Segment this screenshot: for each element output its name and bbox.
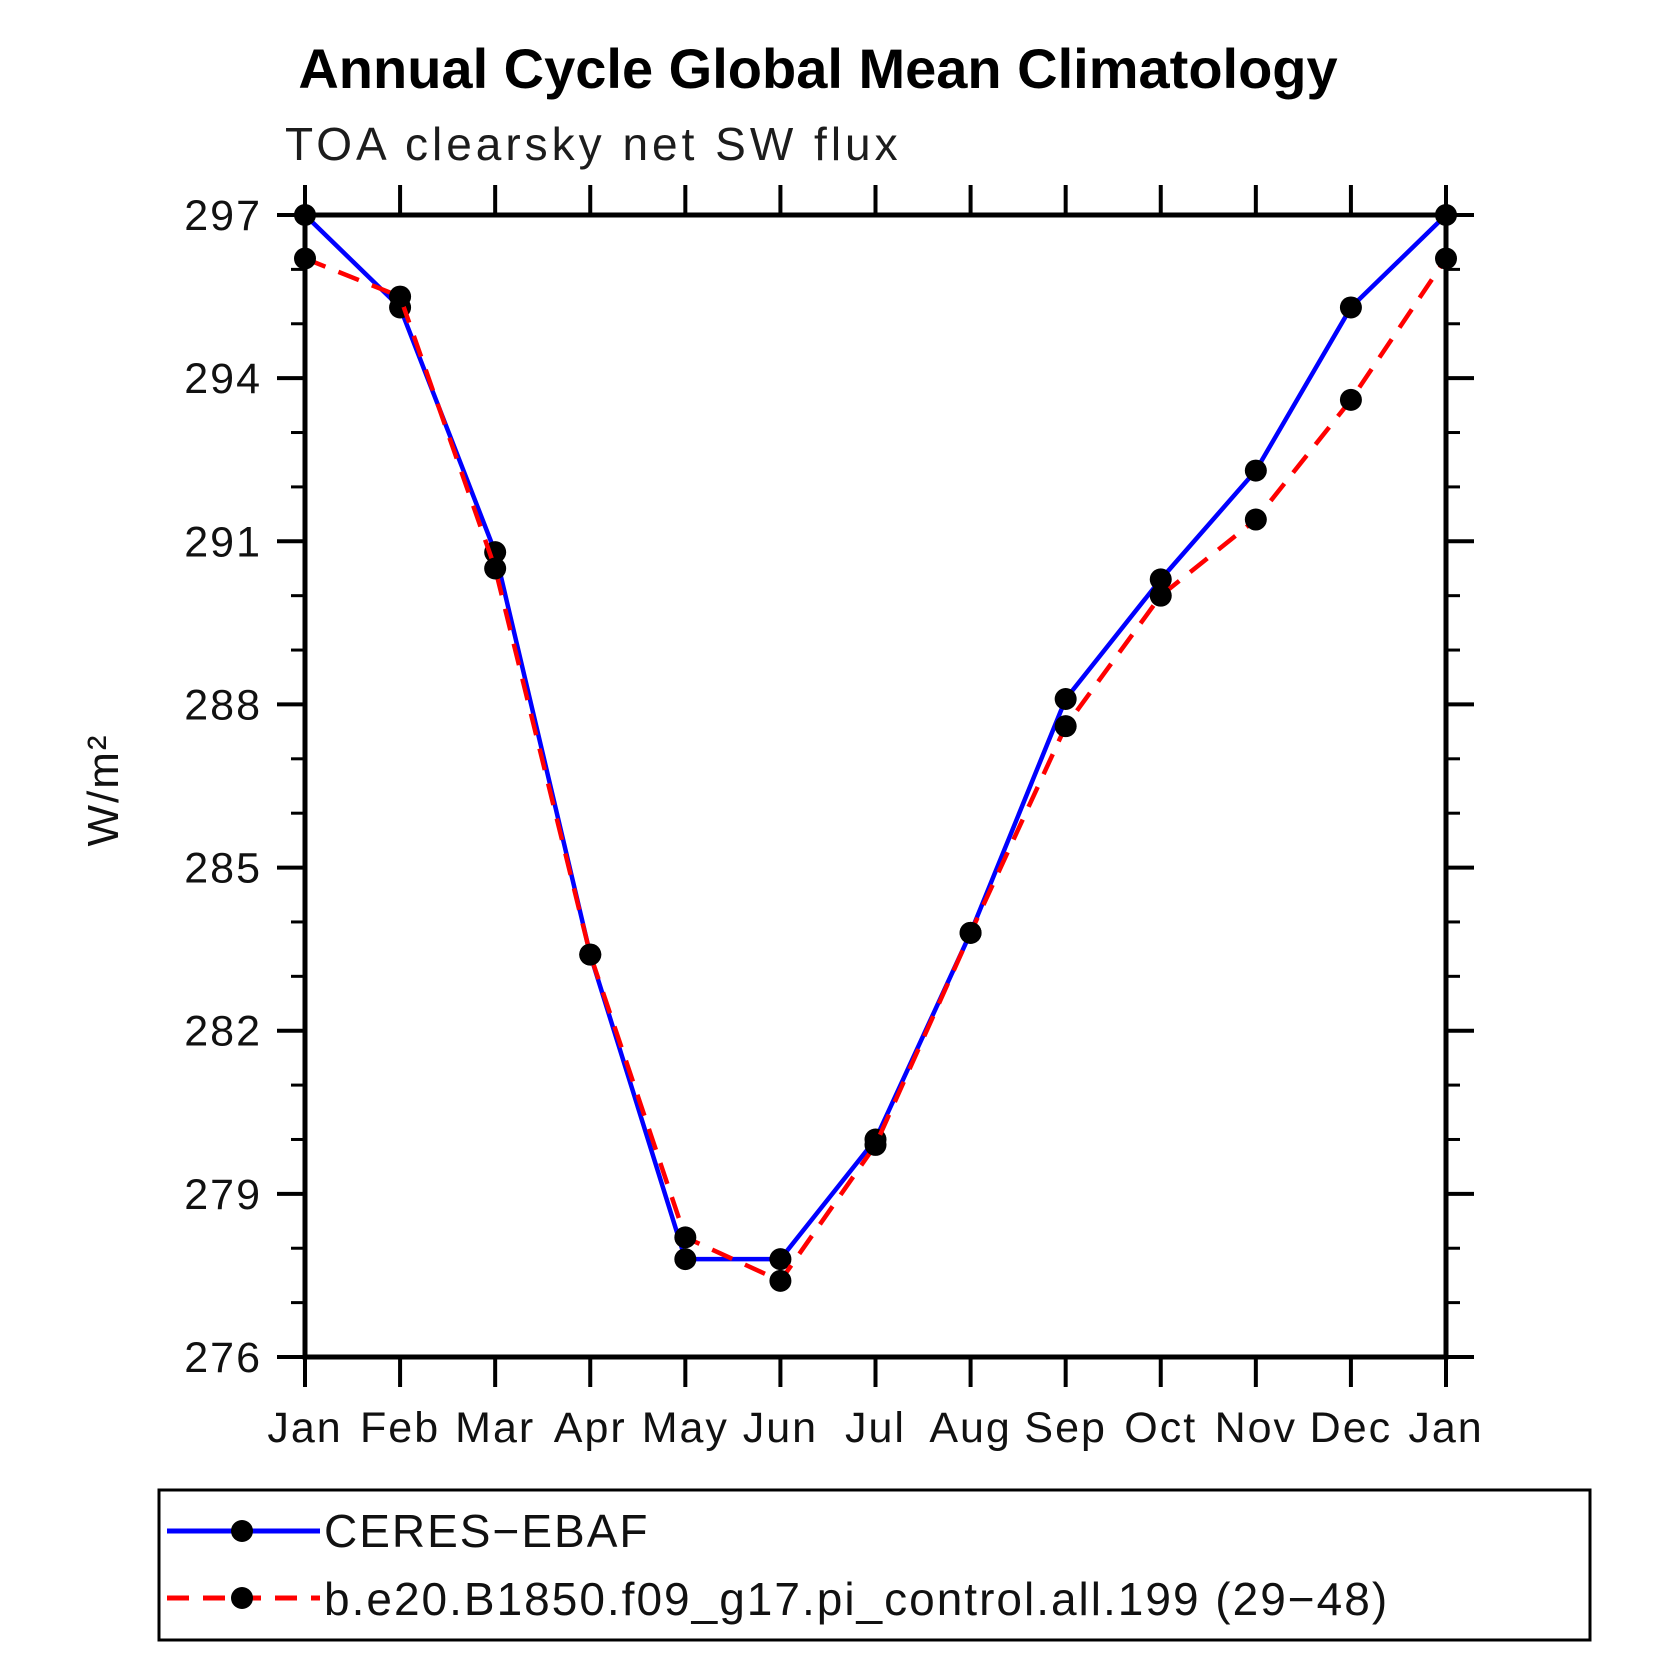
y-tick-label: 282 <box>184 1008 262 1056</box>
x-tick-label: May <box>642 1404 729 1452</box>
y-tick-label: 279 <box>184 1171 262 1219</box>
data-point-marker <box>769 1269 792 1292</box>
x-tick-label: Aug <box>929 1404 1012 1452</box>
data-point-marker <box>389 285 412 308</box>
series-ceres-line <box>303 213 1448 1262</box>
y-tick-label: 276 <box>184 1334 262 1382</box>
data-point-marker <box>1435 204 1457 226</box>
legend-label-ceres: CERES−EBAF <box>324 1505 650 1557</box>
data-point-marker <box>484 557 507 580</box>
data-point-marker <box>1435 247 1457 270</box>
y-tick-label: 294 <box>184 355 262 403</box>
data-point-marker <box>1149 584 1172 607</box>
data-point-marker <box>1339 296 1362 319</box>
data-point-marker <box>674 1248 697 1271</box>
data-point-marker <box>1339 388 1362 411</box>
legend-label-model: b.e20.B1850.f09_g17.pi_control.all.199 (… <box>324 1573 1389 1625</box>
data-point-marker <box>579 943 602 966</box>
data-point-marker <box>294 247 316 270</box>
y-tick-label: 288 <box>184 681 262 729</box>
data-point-marker <box>769 1248 792 1271</box>
y-tick-label: 291 <box>184 518 262 566</box>
y-tick-label: 297 <box>184 192 262 240</box>
chart-subtitle: TOA clearsky net SW flux <box>285 118 902 170</box>
legend-sample-marker <box>231 1587 253 1609</box>
data-point-marker <box>864 1133 887 1156</box>
data-point-marker <box>1244 508 1267 531</box>
data-point-marker <box>1149 568 1172 591</box>
x-tick-label: Apr <box>554 1404 627 1452</box>
x-tick-label: Jul <box>845 1404 906 1452</box>
data-point-marker <box>1244 459 1267 482</box>
data-point-marker <box>959 921 982 944</box>
legend-box <box>157 1488 1592 1642</box>
x-tick-label: Sep <box>1024 1404 1107 1452</box>
legend-samples <box>167 1520 320 1609</box>
data-point-marker <box>674 1226 697 1249</box>
x-tick-label: Jun <box>743 1404 818 1452</box>
chart-title: Annual Cycle Global Mean Climatology <box>298 37 1337 100</box>
x-tick-label: Mar <box>455 1404 535 1452</box>
y-axis-title: W/m² <box>79 733 128 846</box>
legend-sample-marker <box>231 1520 253 1542</box>
x-tick-label: Jan <box>267 1404 342 1452</box>
x-tick-label: Dec <box>1310 1404 1392 1452</box>
axes: Jan Feb Mar Apr May Jun Jul Aug Sep Oct Nov Dec Jan2… <box>184 185 1483 1452</box>
series-model-line <box>304 256 1448 1284</box>
x-tick-label: Oct <box>1124 1404 1197 1452</box>
x-tick-label: Jan <box>1408 1404 1483 1452</box>
data-point-marker <box>294 204 316 226</box>
series-lines <box>294 204 1457 1292</box>
data-point-marker <box>1054 687 1077 710</box>
plot-frame <box>302 212 1449 1360</box>
y-tick-label: 285 <box>184 845 262 893</box>
x-tick-label: Feb <box>360 1404 440 1452</box>
x-tick-label: Nov <box>1215 1404 1297 1452</box>
data-point-marker <box>1054 715 1077 738</box>
